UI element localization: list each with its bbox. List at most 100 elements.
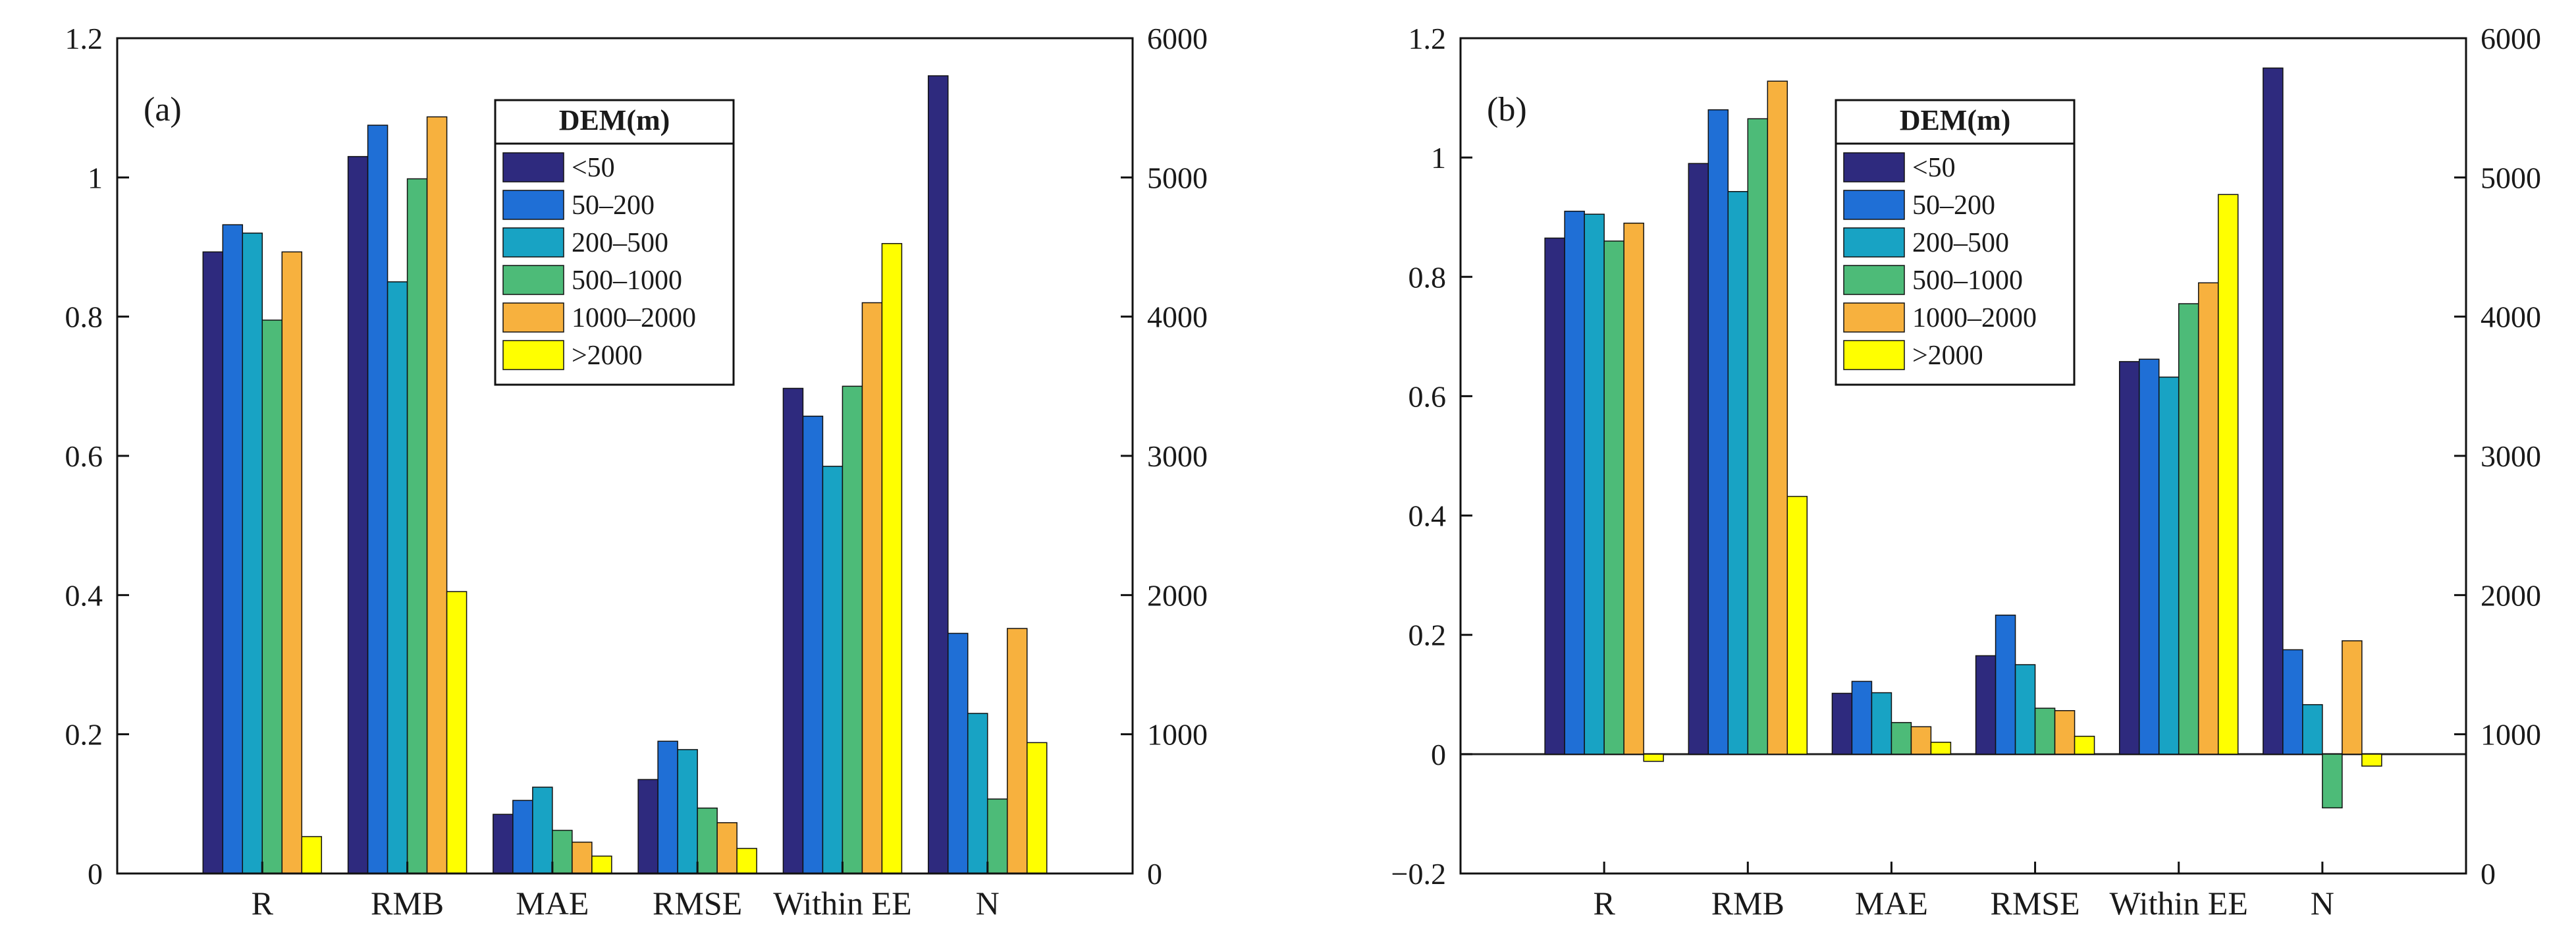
legend-swatch: [502, 340, 564, 370]
bar->2000-RMB: [446, 591, 468, 874]
bar->2000-RMSE: [736, 848, 757, 874]
y-tick-label: 0.8: [65, 300, 103, 334]
legend-swatch: [502, 190, 564, 220]
bar->2000-R: [1643, 754, 1664, 762]
y2-tick-label: 5000: [2481, 161, 2541, 194]
legend-swatch: [1843, 152, 1905, 182]
legend-title: DEM(m): [559, 104, 670, 136]
bar-500–1000-RMSE: [2034, 707, 2056, 755]
category-label: N: [2311, 885, 2334, 922]
bar->2000-MAE: [591, 855, 612, 874]
y2-tick-label: 0: [2481, 857, 2496, 891]
bar-<50-N: [927, 75, 949, 874]
category-label: N: [976, 885, 1000, 922]
legend-label: 200–500: [1912, 228, 2009, 258]
legend-label: 1000–2000: [572, 303, 696, 333]
bar-1000–2000-RMSE: [716, 822, 738, 874]
bar-1000–2000-Within EE: [2197, 282, 2219, 755]
y-tick-label: 0.8: [1409, 260, 1447, 294]
legend-swatch: [502, 152, 564, 182]
bar-<50-R: [202, 251, 224, 874]
bar-<50-RMSE: [1975, 655, 1997, 755]
bar-500–1000-MAE: [552, 829, 573, 874]
bar-1000–2000-Within EE: [861, 302, 883, 874]
bar-1000–2000-R: [1623, 223, 1644, 755]
y2-tick-label: 4000: [2481, 300, 2541, 334]
bar-200–500-N: [967, 713, 988, 874]
y-tick-label: 0: [88, 857, 103, 891]
y2-tick-label: 2000: [2481, 578, 2541, 612]
bar-200–500-Within EE: [822, 466, 844, 874]
bar-500–1000-Within EE: [842, 385, 863, 874]
y-tick-label: 1: [88, 161, 103, 194]
bar-200–500-MAE: [1871, 692, 1892, 755]
bar-50–200-MAE: [512, 800, 533, 874]
bar-1000–2000-MAE: [1910, 726, 1932, 755]
bar->2000-N: [2361, 754, 2382, 767]
y-tick-label: 0.4: [1409, 499, 1447, 533]
legend-label: 1000–2000: [1912, 303, 2037, 333]
y-tick-label: 0.2: [1409, 619, 1447, 652]
y2-tick-label: 5000: [1147, 161, 1208, 194]
bar-50–200-RMSE: [1995, 615, 2016, 755]
category-label: MAE: [1855, 885, 1928, 922]
bar-200–500-Within EE: [2158, 376, 2180, 755]
category-label: RMSE: [1990, 885, 2080, 922]
bar->2000-Within EE: [2217, 194, 2239, 755]
y-tick-label: −0.2: [1391, 857, 1446, 891]
bar-<50-RMB: [347, 155, 369, 874]
legend-label: >2000: [1912, 341, 1983, 371]
y-tick-label: 0: [1431, 738, 1446, 771]
bar-<50-MAE: [1831, 692, 1853, 755]
panel-label: (b): [1487, 91, 1527, 128]
bar-50–200-R: [1564, 210, 1585, 755]
legend-swatch: [1843, 302, 1905, 333]
legend-label: 500–1000: [1912, 265, 2023, 296]
bar-50–200-N: [947, 632, 969, 874]
y-tick-label: 0.2: [65, 718, 103, 752]
bar-200–500-RMB: [387, 281, 408, 874]
bar-50–200-Within EE: [802, 416, 824, 874]
bar->2000-Within EE: [881, 242, 903, 874]
legend-swatch: [502, 227, 564, 258]
bar-1000–2000-RMB: [1767, 80, 1788, 755]
bar-50–200-R: [222, 224, 244, 874]
bar-200–500-MAE: [532, 787, 553, 874]
category-label: RMB: [1711, 885, 1784, 922]
legend-label: 50–200: [1912, 190, 1995, 221]
legend-label: 50–200: [572, 190, 655, 221]
bar-50–200-RMB: [1707, 109, 1729, 755]
bar->2000-RMSE: [2074, 735, 2095, 755]
bar-<50-R: [1544, 237, 1565, 755]
category-label: RMSE: [653, 885, 742, 922]
y2-tick-label: 0: [1147, 857, 1162, 891]
bar-200–500-RMB: [1727, 191, 1749, 755]
panel-a: 0 0.2 0.4 0.6 0.8 1 1.2 0 1000 2000 3000 4000 5000 60…: [65, 22, 1208, 922]
legend-swatch: [502, 265, 564, 295]
bar-500–1000-RMSE: [697, 807, 718, 874]
category-label: MAE: [516, 885, 589, 922]
bar-1000–2000-N: [1006, 628, 1028, 874]
bar-500–1000-R: [261, 319, 283, 874]
bar->2000-N: [1026, 742, 1048, 874]
bar-<50-N: [2263, 67, 2284, 755]
bar->2000-MAE: [1930, 741, 1952, 755]
y-tick-label: 0.6: [65, 439, 103, 473]
bar-<50-Within EE: [782, 387, 804, 874]
y-tick-label: 1.2: [65, 22, 103, 55]
legend-swatch: [1843, 190, 1905, 220]
bar-200–500-R: [242, 233, 263, 874]
legend-swatch: [1843, 227, 1905, 258]
category-label: Within EE: [2109, 885, 2247, 922]
legend-swatch: [1843, 265, 1905, 295]
bar-50–200-Within EE: [2138, 358, 2160, 755]
y2-tick-label: 6000: [2481, 22, 2541, 55]
category-label: R: [1593, 885, 1615, 922]
bar-<50-Within EE: [2118, 361, 2140, 755]
bar-200–500-RMSE: [677, 749, 698, 874]
y2-tick-label: 4000: [1147, 300, 1208, 334]
bar-1000–2000-RMB: [426, 116, 448, 874]
legend-label: >2000: [572, 341, 643, 371]
bar-500–1000-RMB: [1747, 118, 1769, 755]
